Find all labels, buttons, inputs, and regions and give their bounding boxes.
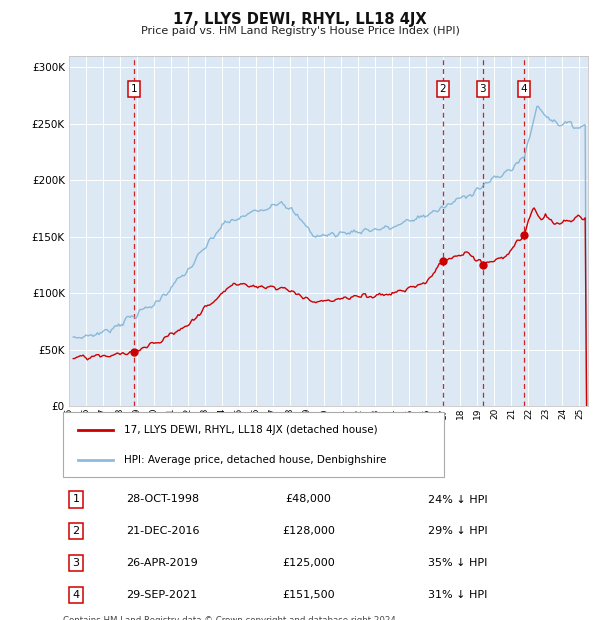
Text: 24% ↓ HPI: 24% ↓ HPI (428, 495, 488, 505)
Text: 1: 1 (73, 495, 80, 505)
Text: 29% ↓ HPI: 29% ↓ HPI (428, 526, 488, 536)
Text: 1: 1 (131, 84, 137, 94)
Text: 29-SEP-2021: 29-SEP-2021 (125, 590, 197, 600)
Text: £128,000: £128,000 (282, 526, 335, 536)
Text: 4: 4 (521, 84, 527, 94)
Text: 26-APR-2019: 26-APR-2019 (125, 558, 197, 568)
Text: Price paid vs. HM Land Registry's House Price Index (HPI): Price paid vs. HM Land Registry's House … (140, 26, 460, 36)
Text: 2: 2 (73, 526, 80, 536)
Text: Contains HM Land Registry data © Crown copyright and database right 2024.: Contains HM Land Registry data © Crown c… (63, 616, 398, 620)
Text: HPI: Average price, detached house, Denbighshire: HPI: Average price, detached house, Denb… (124, 455, 386, 465)
Text: 35% ↓ HPI: 35% ↓ HPI (428, 558, 488, 568)
Text: £48,000: £48,000 (286, 495, 331, 505)
Text: 17, LLYS DEWI, RHYL, LL18 4JX: 17, LLYS DEWI, RHYL, LL18 4JX (173, 12, 427, 27)
Text: 31% ↓ HPI: 31% ↓ HPI (428, 590, 488, 600)
Text: £151,500: £151,500 (282, 590, 335, 600)
FancyBboxPatch shape (63, 412, 444, 477)
Text: 4: 4 (73, 590, 80, 600)
Text: £125,000: £125,000 (282, 558, 335, 568)
Text: 3: 3 (73, 558, 80, 568)
Text: 2: 2 (440, 84, 446, 94)
Text: 21-DEC-2016: 21-DEC-2016 (125, 526, 199, 536)
Text: 17, LLYS DEWI, RHYL, LL18 4JX (detached house): 17, LLYS DEWI, RHYL, LL18 4JX (detached … (124, 425, 377, 435)
Text: 28-OCT-1998: 28-OCT-1998 (125, 495, 199, 505)
Text: 3: 3 (479, 84, 486, 94)
